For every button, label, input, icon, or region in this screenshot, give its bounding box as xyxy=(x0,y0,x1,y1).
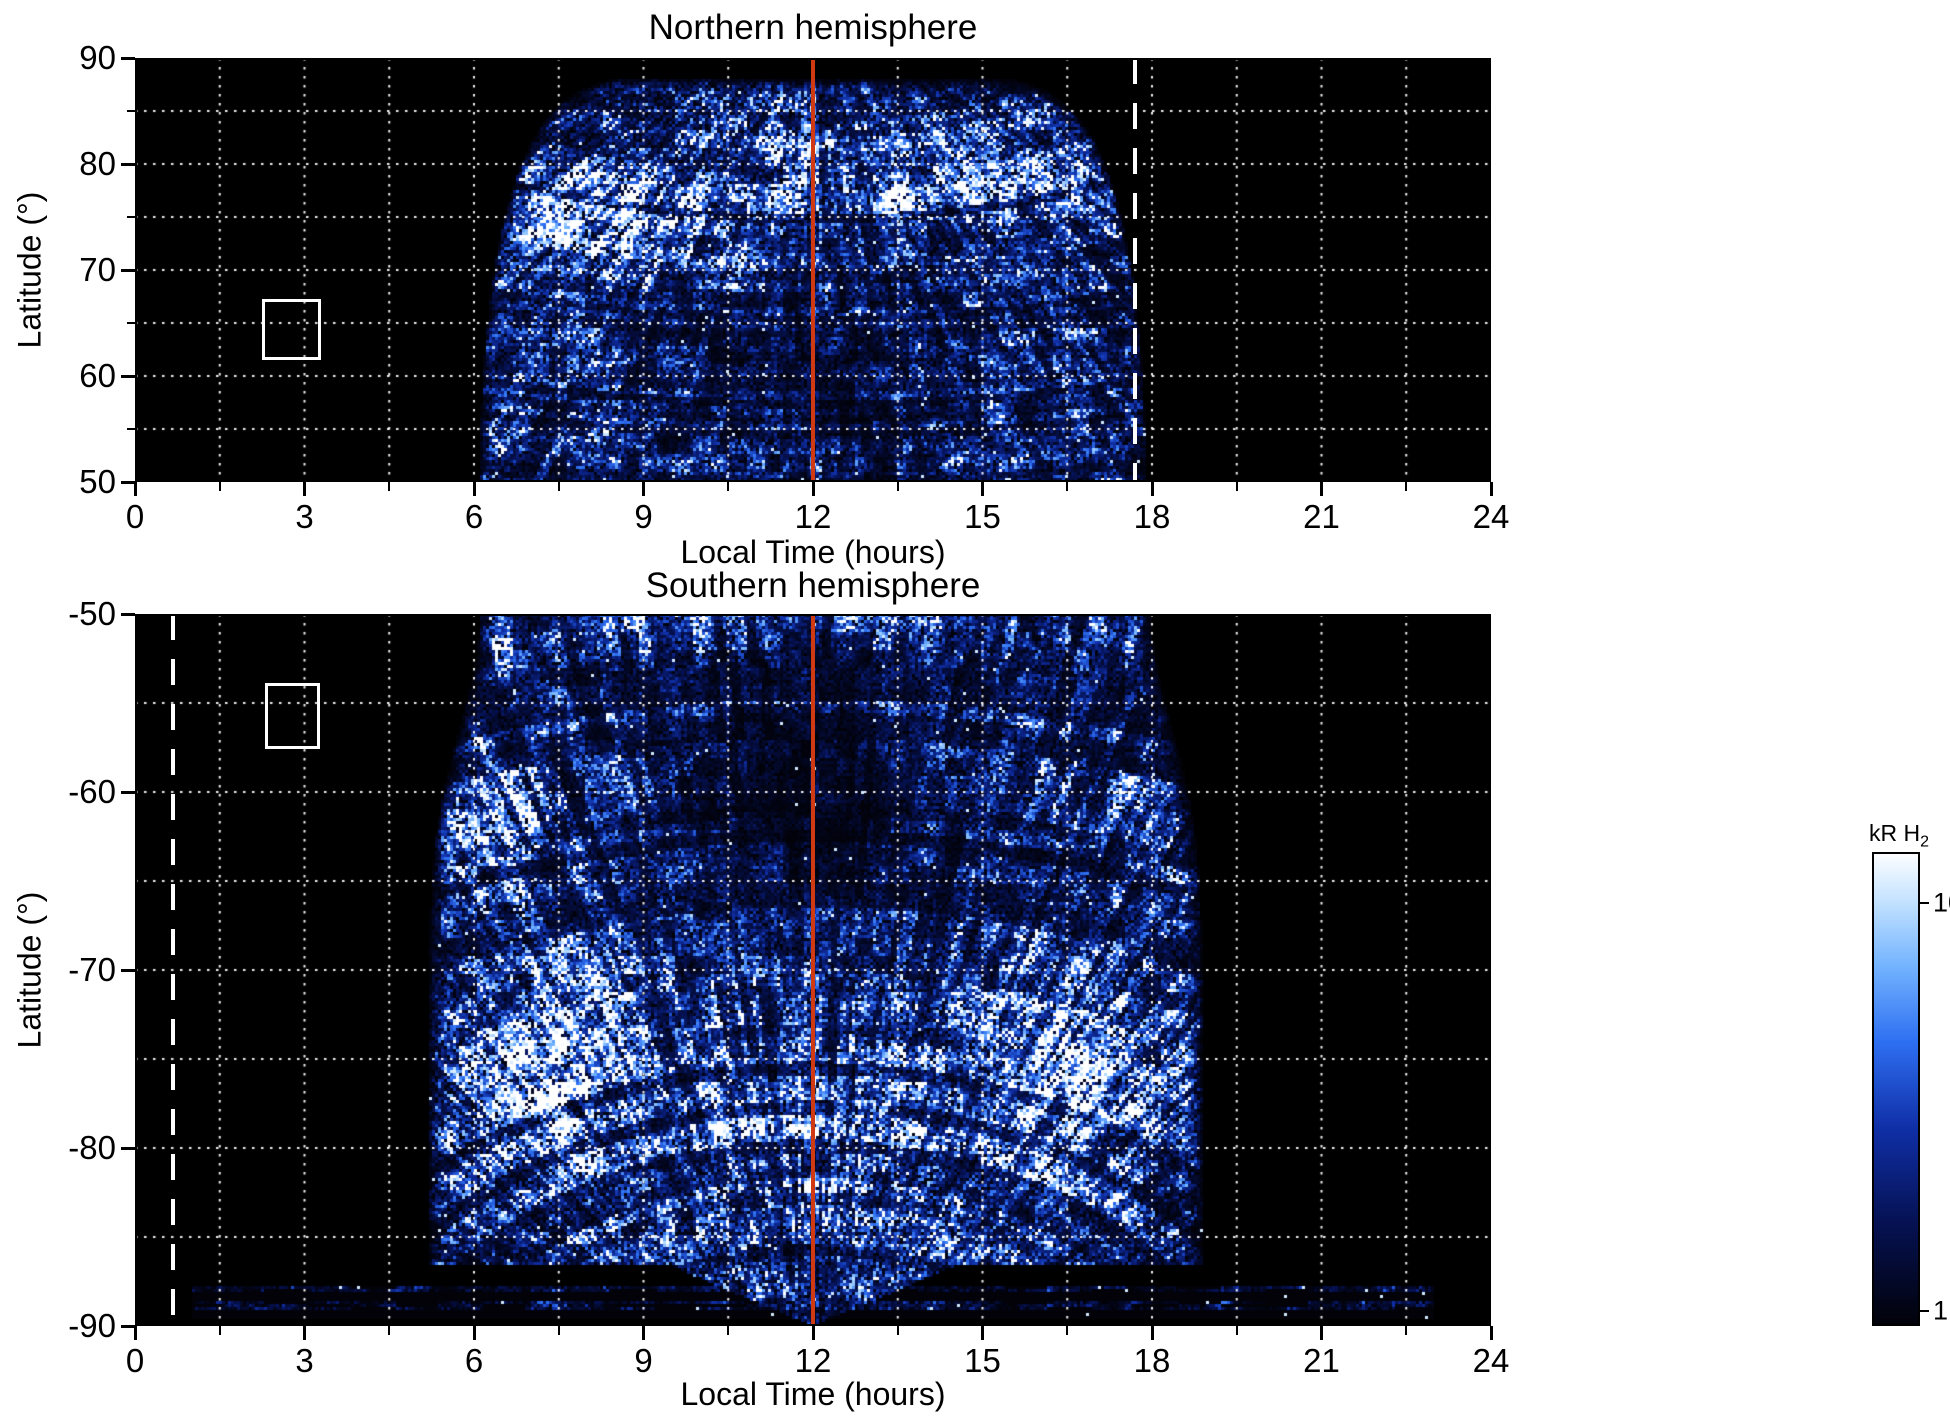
x-tick-label: 0 xyxy=(125,498,145,535)
y-major-tick xyxy=(121,56,135,60)
colorbar-label-subscript: 2 xyxy=(1920,833,1930,851)
x-minor-tick xyxy=(218,482,221,491)
north-panel-title: Northern hemisphere xyxy=(648,8,978,47)
y-major-tick xyxy=(121,480,135,484)
north-plot-area xyxy=(135,58,1491,482)
y-minor-tick xyxy=(127,322,135,324)
y-tick-label: 50 xyxy=(79,463,116,500)
north-x-axis-label: Local Time (hours) xyxy=(680,534,946,570)
x-major-tick xyxy=(981,1326,984,1340)
south-dashed-reference-line xyxy=(171,614,176,1326)
x-major-tick xyxy=(1150,482,1154,496)
y-tick-label: -60 xyxy=(68,773,116,810)
x-tick-label: 6 xyxy=(464,1342,484,1379)
x-tick-label: 9 xyxy=(634,1342,653,1379)
x-minor-tick xyxy=(557,482,560,491)
x-major-tick xyxy=(303,1326,306,1340)
x-tick-label: 18 xyxy=(1133,1342,1171,1379)
y-tick-label: 90 xyxy=(79,39,116,76)
south-roi-box xyxy=(264,683,320,750)
y-major-tick xyxy=(121,268,135,272)
x-major-tick xyxy=(303,482,306,496)
south-noon-line xyxy=(811,614,815,1326)
x-minor-tick xyxy=(388,1326,391,1335)
x-minor-tick xyxy=(388,482,391,491)
south-plot-area xyxy=(135,614,1491,1326)
x-major-tick xyxy=(642,1326,645,1340)
x-major-tick xyxy=(1489,1326,1493,1340)
colorbar xyxy=(1872,852,1920,1326)
y-minor-tick xyxy=(127,428,135,430)
y-major-tick xyxy=(121,374,135,378)
x-minor-tick xyxy=(1235,1326,1238,1335)
x-major-tick xyxy=(1489,482,1493,496)
x-tick-label: 9 xyxy=(634,498,653,535)
colorbar-tick-label: 1 xyxy=(1933,1295,1949,1326)
x-tick-label: 0 xyxy=(125,1342,145,1379)
north-noon-line xyxy=(811,58,815,482)
x-minor-tick xyxy=(896,1326,899,1335)
y-tick-label: -50 xyxy=(68,595,116,632)
y-tick-label: 80 xyxy=(79,145,116,182)
x-minor-tick xyxy=(896,482,899,491)
colorbar-tick-label: 10 xyxy=(1933,887,1950,918)
x-major-tick xyxy=(1150,1326,1154,1340)
y-major-tick xyxy=(121,1146,135,1150)
x-major-tick xyxy=(642,482,645,496)
x-major-tick xyxy=(1320,1326,1323,1340)
y-minor-tick xyxy=(127,110,135,112)
x-tick-label: 15 xyxy=(964,1342,1001,1379)
x-major-tick xyxy=(811,482,815,496)
x-tick-label: 18 xyxy=(1133,498,1171,535)
y-tick-label: -90 xyxy=(68,1307,116,1344)
y-tick-label: 60 xyxy=(79,357,116,394)
x-major-tick xyxy=(133,482,137,496)
x-minor-tick xyxy=(1405,482,1408,491)
x-tick-label: 6 xyxy=(464,498,484,535)
colorbar-border xyxy=(1872,852,1920,1326)
y-major-tick xyxy=(121,1324,135,1328)
colorbar-label: kR H2 xyxy=(1869,820,1929,852)
x-major-tick xyxy=(133,1326,137,1340)
y-major-tick xyxy=(121,162,135,166)
x-minor-tick xyxy=(557,1326,560,1335)
colorbar-tick xyxy=(1920,902,1929,905)
x-minor-tick xyxy=(218,1326,221,1335)
x-major-tick xyxy=(472,482,476,496)
x-minor-tick xyxy=(727,482,730,491)
x-tick-label: 3 xyxy=(295,498,314,535)
x-minor-tick xyxy=(1066,482,1069,491)
north-dashed-reference-line xyxy=(1133,58,1138,482)
x-tick-label: 3 xyxy=(295,1342,314,1379)
y-major-tick xyxy=(121,612,135,616)
colorbar-gradient-canvas xyxy=(1872,852,1920,1326)
x-tick-label: 24 xyxy=(1472,1342,1510,1379)
north-roi-box xyxy=(262,298,322,361)
south-x-axis-label: Local Time (hours) xyxy=(680,1376,946,1412)
colorbar-label-text: kR H xyxy=(1869,820,1921,846)
x-minor-tick xyxy=(727,1326,730,1335)
x-major-tick xyxy=(981,482,984,496)
y-major-tick xyxy=(121,968,135,972)
x-tick-label: 12 xyxy=(794,1342,832,1379)
x-tick-label: 15 xyxy=(964,498,1001,535)
x-minor-tick xyxy=(1066,1326,1069,1335)
y-tick-label: -70 xyxy=(68,951,116,988)
y-major-tick xyxy=(121,790,135,794)
x-minor-tick xyxy=(1235,482,1238,491)
x-major-tick xyxy=(811,1326,815,1340)
x-tick-label: 12 xyxy=(794,498,832,535)
x-major-tick xyxy=(1320,482,1323,496)
colorbar-tick xyxy=(1920,1309,1929,1312)
x-tick-label: 24 xyxy=(1472,498,1510,535)
south-panel-title: Southern hemisphere xyxy=(645,566,981,605)
y-tick-label: -80 xyxy=(68,1129,116,1166)
x-tick-label: 21 xyxy=(1303,498,1340,535)
x-minor-tick xyxy=(1405,1326,1408,1335)
y-tick-label: 70 xyxy=(79,251,116,288)
x-major-tick xyxy=(472,1326,476,1340)
x-tick-label: 21 xyxy=(1303,1342,1340,1379)
y-minor-tick xyxy=(127,216,135,218)
